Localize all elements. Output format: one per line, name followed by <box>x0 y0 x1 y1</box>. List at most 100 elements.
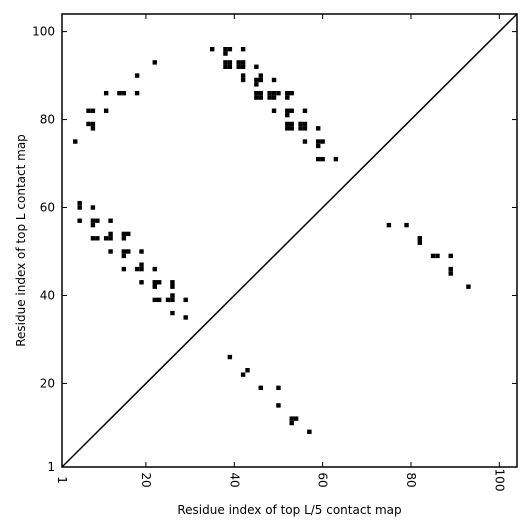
contact-point <box>258 90 263 96</box>
contact-point <box>320 139 325 144</box>
contact-point <box>77 205 82 210</box>
contact-point <box>121 236 127 241</box>
y-tick-label: 1 <box>47 460 55 474</box>
contact-point <box>236 60 241 65</box>
contact-point <box>466 284 471 289</box>
x-tick-label: 80 <box>404 472 418 487</box>
contact-point <box>302 121 308 127</box>
contact-point <box>121 90 127 96</box>
contact-point <box>240 372 246 377</box>
y-tick-label: 20 <box>40 376 55 390</box>
contact-point <box>430 253 436 259</box>
contact-point <box>285 121 290 127</box>
contact-point <box>223 60 228 65</box>
contact-point <box>121 253 127 259</box>
contact-point <box>240 73 246 78</box>
contact-point <box>333 156 339 162</box>
contact-point <box>139 280 144 285</box>
contact-point <box>271 108 277 113</box>
contact-point <box>227 46 233 52</box>
contact-point <box>77 200 82 206</box>
x-tick-label: 20 <box>139 472 153 487</box>
contact-point <box>77 218 82 223</box>
contact-point <box>316 126 321 131</box>
contact-point <box>271 77 277 83</box>
contact-point <box>90 205 96 210</box>
contact-point <box>448 253 453 259</box>
contact-point <box>126 231 131 237</box>
contact-point <box>73 139 78 144</box>
contact-point <box>285 108 290 113</box>
contact-point <box>183 315 188 320</box>
contact-point <box>240 64 246 69</box>
contact-point <box>258 77 263 83</box>
contact-point <box>320 156 325 162</box>
contact-point <box>448 271 453 276</box>
contact-point <box>289 121 294 127</box>
y-tick-label: 40 <box>40 288 55 302</box>
contact-point <box>103 236 109 241</box>
contact-point <box>209 46 215 52</box>
plot-frame <box>61 13 518 468</box>
x-tick-label: 100 <box>492 469 506 492</box>
contact-point <box>285 126 290 131</box>
contact-point <box>108 231 113 237</box>
contact-point <box>254 95 259 100</box>
contact-point <box>86 121 91 127</box>
contact-point <box>254 77 259 83</box>
contact-point <box>289 416 294 421</box>
contact-point <box>245 368 250 373</box>
y-axis-ticks: 1 20 40 60 80 100 <box>32 25 517 474</box>
contact-point <box>152 266 157 272</box>
contact-point <box>289 108 294 113</box>
contact-point <box>276 90 281 96</box>
contact-point <box>86 108 91 113</box>
contact-point <box>152 297 157 303</box>
contact-point <box>227 64 233 69</box>
contact-point <box>240 77 246 83</box>
contact-point <box>240 46 246 52</box>
contact-point <box>108 249 113 254</box>
contact-point <box>316 143 321 149</box>
contact-point <box>285 112 290 118</box>
contact-point <box>227 354 233 360</box>
contact-point <box>254 90 259 96</box>
contact-point <box>267 90 272 96</box>
contact-point <box>285 90 290 96</box>
contact-point <box>302 126 308 131</box>
contact-point <box>156 280 162 285</box>
contact-point <box>90 222 96 228</box>
x-tick-label: 1 <box>55 476 69 484</box>
x-axis-title: Residue index of top L/5 contact map <box>177 503 401 517</box>
contact-point <box>276 385 281 391</box>
contact-point <box>170 280 175 285</box>
contact-point <box>170 310 175 316</box>
contact-point <box>134 73 140 78</box>
contact-point <box>139 249 144 254</box>
contact-point <box>276 403 281 408</box>
contact-point <box>316 139 321 144</box>
contact-point <box>117 90 122 96</box>
y-axis-title: Residue index of top L contact map <box>14 134 28 347</box>
contact-marks <box>73 46 471 435</box>
contact-point <box>121 266 127 272</box>
contact-point <box>271 90 277 96</box>
contact-point <box>240 60 246 65</box>
contact-point <box>258 95 263 100</box>
contact-point <box>417 236 423 241</box>
contact-point <box>103 90 109 96</box>
contact-point <box>139 262 144 267</box>
x-tick-label: 60 <box>316 472 330 487</box>
contact-point <box>152 280 157 285</box>
contact-point <box>152 284 157 289</box>
x-axis-ticks: 1 20 40 60 80 100 <box>55 14 506 491</box>
contact-point <box>126 249 131 254</box>
contact-point <box>271 95 277 100</box>
contact-point <box>289 420 294 426</box>
contact-point <box>316 156 321 162</box>
y-tick-label: 80 <box>40 113 55 127</box>
contact-point <box>90 108 96 113</box>
contact-point <box>90 236 96 241</box>
contact-point <box>108 218 113 223</box>
